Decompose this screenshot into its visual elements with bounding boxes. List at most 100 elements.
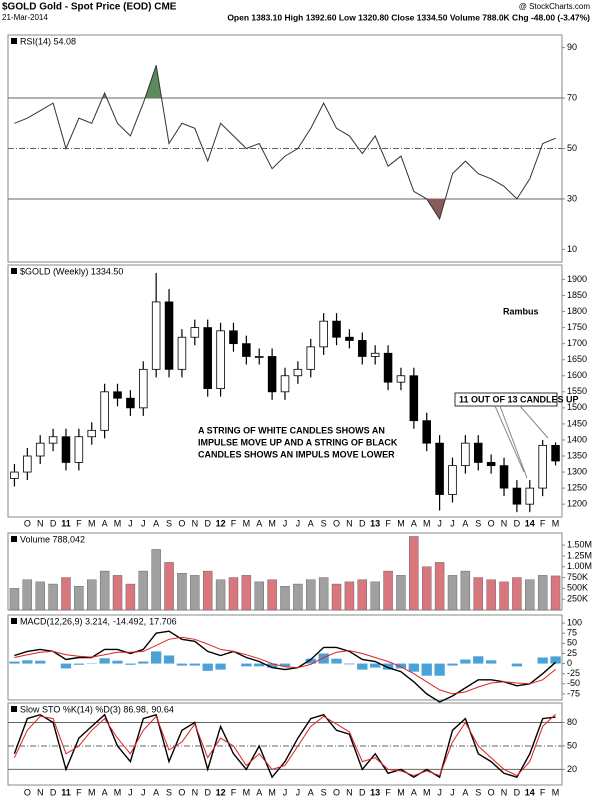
x-tick-label: 13 <box>370 518 380 528</box>
x-tick-label: J <box>283 787 288 797</box>
legend-icon <box>11 618 17 624</box>
callout-arrow <box>494 405 549 479</box>
x-tick-label: A <box>308 787 314 797</box>
volume-bar <box>48 583 58 611</box>
histogram-bar <box>35 660 46 664</box>
x-tick-label: M <box>423 787 431 797</box>
candle-body <box>126 397 135 409</box>
candle-body <box>74 436 84 463</box>
x-tick-label: J <box>128 518 133 528</box>
source: @ StockCharts.com <box>519 2 591 11</box>
histogram-bar <box>408 663 419 672</box>
x-tick-label: N <box>37 518 44 528</box>
volume-bar <box>99 570 110 611</box>
y-tick-label: 500K <box>567 583 588 593</box>
data-line <box>14 630 557 703</box>
candle-body <box>499 465 509 489</box>
x-tick-label: A <box>102 518 108 528</box>
x-tick-label: M <box>268 518 276 528</box>
candle-body <box>396 375 406 383</box>
y-tick-label: 50 <box>567 143 577 153</box>
histogram-bar <box>434 663 445 676</box>
x-tick-label: F <box>385 787 391 797</box>
annotation: IMPULSE MOVE UP AND A STRING OF BLACK <box>198 437 398 447</box>
data-line <box>14 636 556 695</box>
histogram-bar <box>266 663 278 668</box>
x-tick-label: S <box>321 518 327 528</box>
y-tick-label: 1200 <box>567 499 587 509</box>
y-tick-label: 1500 <box>567 402 587 412</box>
x-tick-label: A <box>256 518 262 528</box>
annotation: Rambus <box>503 306 539 316</box>
x-tick-label: J <box>283 518 288 528</box>
volume-bar <box>550 575 561 611</box>
candle-body <box>254 356 264 358</box>
volume-bar <box>434 562 445 611</box>
volume-bar <box>357 579 368 611</box>
y-tick-label: 1900 <box>567 274 587 284</box>
volume-bar <box>190 575 200 611</box>
x-tick-label: J <box>141 518 146 528</box>
histogram-bar <box>511 663 523 667</box>
legend: MACD(12,26,9) 3.214, <box>20 616 110 626</box>
histogram-bar <box>138 661 149 664</box>
legend: Volume 788,042 <box>20 534 85 544</box>
histogram-bar <box>9 661 20 664</box>
y-tick-label: 1400 <box>567 434 587 444</box>
candle-body <box>345 336 354 341</box>
candle-body <box>100 391 109 431</box>
x-tick-label: O <box>178 518 185 528</box>
x-tick-label: M <box>114 787 122 797</box>
candle-body <box>525 487 535 505</box>
histogram-bar <box>99 658 110 664</box>
histogram-bar <box>125 663 136 665</box>
x-tick-label: 14 <box>525 518 535 528</box>
volume-bar <box>486 579 496 611</box>
x-tick-label: O <box>24 518 31 528</box>
x-tick-label: S <box>321 787 327 797</box>
y-tick-label: 90 <box>567 42 577 52</box>
candle-body <box>229 330 238 345</box>
volume-bar <box>61 577 71 611</box>
x-tick-label: J <box>450 787 455 797</box>
candle-body <box>139 368 148 409</box>
x-tick-label: M <box>397 787 405 797</box>
volume-bar <box>74 586 84 611</box>
x-tick-label: N <box>346 518 353 528</box>
x-tick-label: S <box>475 518 481 528</box>
y-tick-label: 100 <box>567 617 582 627</box>
x-tick-label: N <box>192 787 199 797</box>
x-tick-label: M <box>88 787 96 797</box>
y-tick-label: 1.00M <box>567 561 592 571</box>
histogram-bar <box>189 663 200 666</box>
y-tick-label: -50 <box>567 678 580 688</box>
histogram-bar <box>22 660 33 664</box>
volume-bar <box>525 579 535 611</box>
y-tick-label: 1650 <box>567 354 587 364</box>
candle-body <box>409 375 419 422</box>
candle-body <box>267 356 277 393</box>
histogram-bar <box>305 658 316 664</box>
x-tick-label: A <box>153 518 159 528</box>
histogram-bar <box>395 663 407 669</box>
x-tick-label: O <box>333 787 340 797</box>
y-tick-label: 1450 <box>567 418 587 428</box>
volume-bar <box>460 570 471 611</box>
y-tick-label: 0 <box>567 658 572 668</box>
volume-bar <box>22 579 33 611</box>
candle-body <box>87 429 97 438</box>
rsi-fill <box>102 65 162 99</box>
y-tick-label: 10 <box>567 244 577 254</box>
histogram-bar <box>485 660 497 664</box>
candle-body <box>293 368 303 377</box>
x-tick-label: O <box>178 787 185 797</box>
histogram-bar <box>202 663 213 671</box>
x-tick-label: M <box>423 518 431 528</box>
candle-body <box>242 343 251 357</box>
volume-bar <box>241 575 252 611</box>
y-tick-label: 1.25M <box>567 550 592 560</box>
x-tick-label: N <box>501 787 508 797</box>
candle-body <box>473 442 483 463</box>
legend-icon <box>11 268 17 274</box>
candle-body <box>48 436 58 444</box>
